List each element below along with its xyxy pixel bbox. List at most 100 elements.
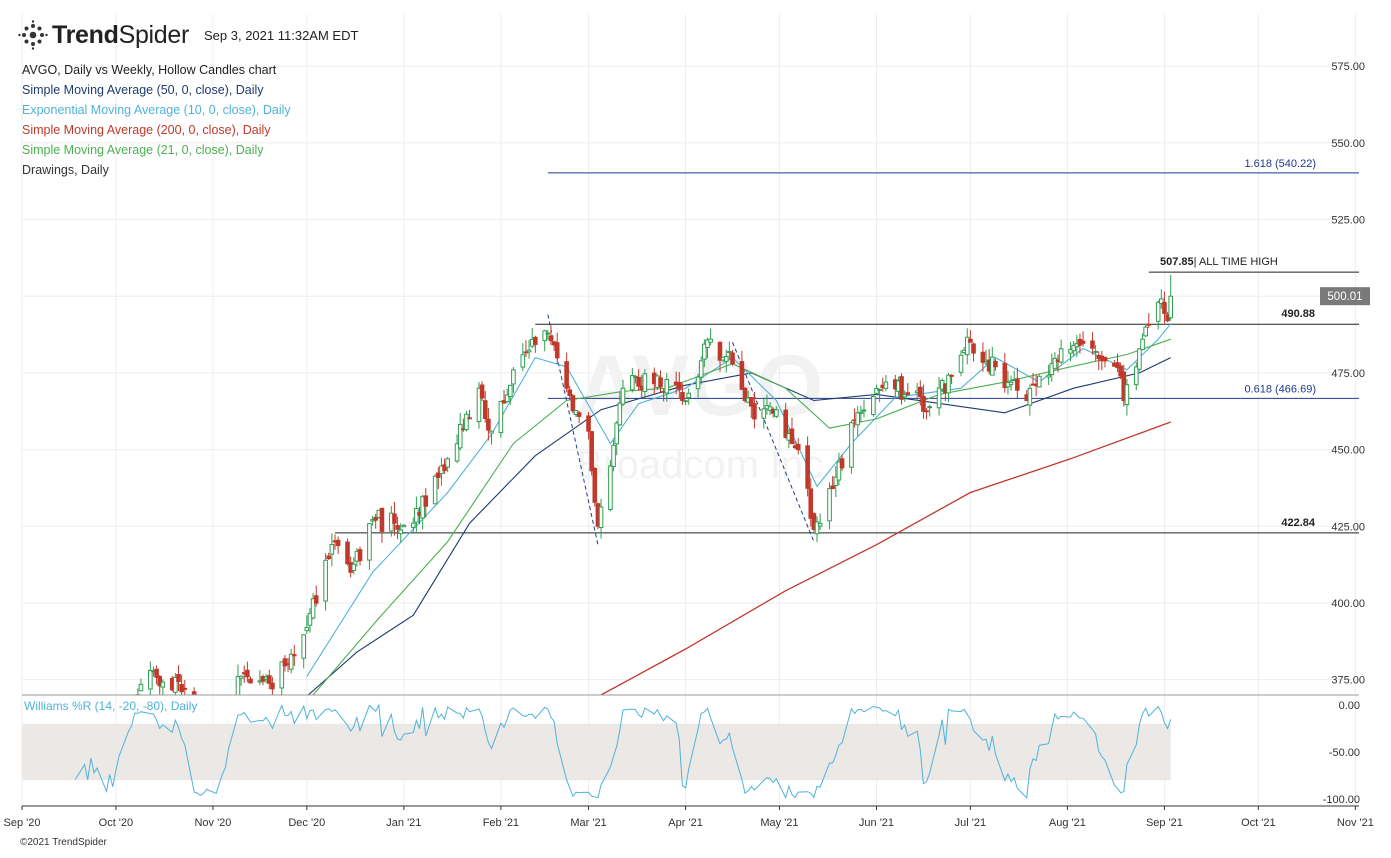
candle-body xyxy=(1058,348,1064,363)
legend-sma200[interactable]: Simple Moving Average (200, 0, close), D… xyxy=(22,123,271,137)
candle-body xyxy=(680,391,685,402)
candle-body xyxy=(310,598,316,619)
candle-body xyxy=(442,464,447,471)
candle-body xyxy=(598,506,604,529)
candle-body xyxy=(808,488,814,519)
sma21-line xyxy=(312,338,1171,695)
candle-body xyxy=(304,627,310,632)
wr-y-tick-label: 0.00 xyxy=(1339,700,1360,712)
candle-body xyxy=(392,513,397,524)
candle-body xyxy=(545,332,551,335)
level-note: | ALL TIME HIGH xyxy=(1194,256,1278,268)
gridlines xyxy=(21,14,1359,806)
candle-body xyxy=(658,377,663,388)
williams-r-title: Williams %R (14, -20, -80), Daily xyxy=(24,699,197,713)
candle-body xyxy=(526,349,532,353)
axes: 375.00400.00425.00450.00475.00500.00525.… xyxy=(4,61,1374,829)
candle-body xyxy=(1124,384,1130,406)
y-tick-label: 400.00 xyxy=(1331,598,1365,610)
candle-body xyxy=(457,423,463,449)
legend-sma21[interactable]: Simple Moving Average (21, 0, close), Da… xyxy=(22,143,264,157)
candle-body xyxy=(705,339,710,348)
legend-sma50[interactable]: Simple Moving Average (50, 0, close), Da… xyxy=(22,83,264,97)
candle-body xyxy=(520,354,526,368)
candle-body xyxy=(410,522,416,528)
candle-body xyxy=(64,713,68,724)
candle-body xyxy=(968,338,973,343)
candle-body xyxy=(1093,350,1098,353)
candle-body xyxy=(148,669,153,690)
candle-body xyxy=(1146,323,1152,326)
candle-body xyxy=(1002,362,1008,389)
candle-body xyxy=(927,406,933,409)
swing-dashed-line xyxy=(732,342,815,542)
candle-body xyxy=(398,529,404,535)
candle-body xyxy=(789,428,795,445)
candle-body xyxy=(554,342,560,359)
candle-body xyxy=(761,408,767,419)
candle-body xyxy=(833,476,839,486)
candle-body xyxy=(883,381,889,389)
candle-body xyxy=(611,444,616,467)
candle-body xyxy=(855,412,861,426)
candle-body xyxy=(432,475,438,505)
candle-body xyxy=(902,394,907,398)
candle-body xyxy=(783,409,789,438)
timestamp: Sep 3, 2021 11:32AM EDT xyxy=(204,28,359,43)
candle-body xyxy=(805,445,810,489)
candle-body xyxy=(191,691,197,695)
candle-body xyxy=(1133,366,1139,386)
candle-body xyxy=(454,443,460,462)
candle-body xyxy=(445,458,450,468)
candle-body xyxy=(1143,326,1148,337)
candle-body xyxy=(173,676,178,693)
candle-body xyxy=(814,521,820,535)
candle-body xyxy=(1155,301,1161,322)
watermark-company: Broadcom Inc xyxy=(577,443,824,487)
candle-body xyxy=(467,417,472,420)
last-price-label: 500.01 xyxy=(1327,291,1362,303)
candle-body xyxy=(921,395,926,412)
candle-body xyxy=(830,485,835,490)
candle-body xyxy=(924,410,929,413)
candle-body xyxy=(899,376,904,400)
candle-body xyxy=(270,682,275,690)
candle-body xyxy=(964,336,970,356)
candle-body xyxy=(266,675,272,684)
candle-body xyxy=(489,430,494,434)
level-label: 422.84 xyxy=(1281,517,1316,529)
candle-body xyxy=(1090,340,1095,349)
candle-body xyxy=(504,394,510,403)
candle-body xyxy=(686,392,691,399)
legend-drawings[interactable]: Drawings, Daily xyxy=(22,163,109,177)
legend-ema10[interactable]: Exponential Moving Average (10, 0, close… xyxy=(22,103,291,117)
candle-body xyxy=(748,397,754,407)
candle-body xyxy=(708,338,713,343)
candle-body xyxy=(614,422,620,445)
level-label: 490.88 xyxy=(1281,308,1315,320)
candle-body xyxy=(767,406,773,411)
y-tick-label: 450.00 xyxy=(1331,445,1365,457)
last-price-badge xyxy=(1320,287,1370,306)
copyright: ©2021 TrendSpider xyxy=(20,837,107,848)
candle-body xyxy=(589,431,594,472)
candle-body xyxy=(323,559,328,602)
x-tick-label: Nov '21 xyxy=(1337,817,1374,829)
candle-body xyxy=(367,523,372,561)
candle-body xyxy=(698,360,704,378)
x-tick-label: Jul '21 xyxy=(955,817,986,829)
candle-body xyxy=(795,443,801,451)
level-label: 507.85| ALL TIME HIGH xyxy=(1160,256,1278,268)
candle-body xyxy=(839,458,845,469)
candle-body xyxy=(993,360,998,368)
candle-body xyxy=(730,352,735,365)
x-tick-label: Feb '21 xyxy=(483,817,519,829)
candle-body xyxy=(739,361,745,390)
candle-body xyxy=(138,683,144,692)
candle-body xyxy=(313,595,319,604)
candle-body xyxy=(279,661,285,689)
candle-body xyxy=(1080,340,1086,344)
candle-body xyxy=(245,669,250,678)
candle-body xyxy=(351,563,357,572)
